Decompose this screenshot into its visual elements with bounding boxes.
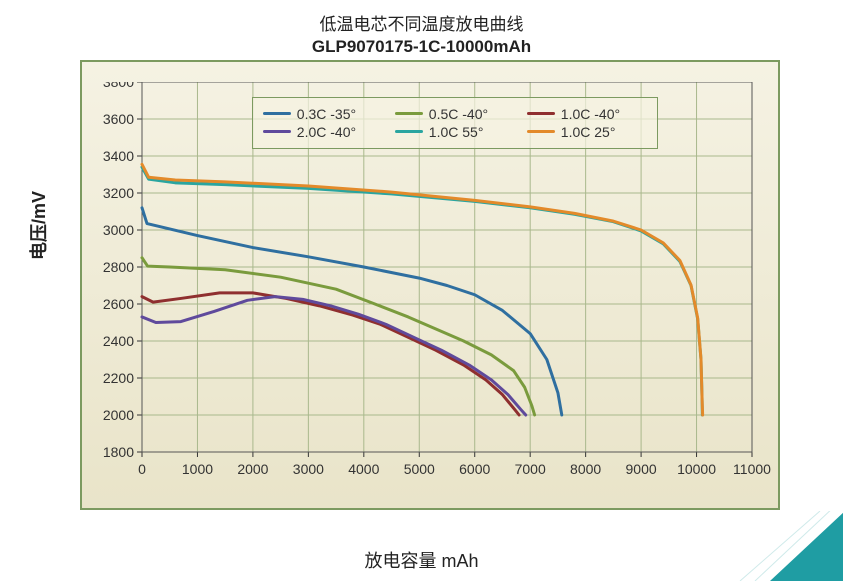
svg-text:11000: 11000 (733, 461, 771, 477)
legend-swatch (263, 112, 291, 115)
chart-subtitle: GLP9070175-1C-10000mAh (0, 37, 843, 57)
legend-swatch (395, 130, 423, 133)
legend-item-s3: 1.0C -40° (527, 106, 647, 122)
svg-text:5000: 5000 (404, 461, 435, 477)
svg-text:0: 0 (138, 461, 146, 477)
svg-text:6000: 6000 (459, 461, 490, 477)
svg-text:2800: 2800 (103, 259, 134, 275)
legend-item-s5: 1.0C 55° (395, 124, 515, 140)
svg-text:8000: 8000 (570, 461, 601, 477)
legend-label: 1.0C -40° (561, 106, 620, 122)
svg-text:3000: 3000 (103, 222, 134, 238)
y-axis-label: 电压/mV (25, 191, 51, 260)
legend-box: 0.3C -35° 0.5C -40° 1.0C -40° 2.0C -40° 1.0C… (252, 97, 658, 149)
chart-container: 低温电芯不同温度放电曲线 GLP9070175-1C-10000mAh 电压/m… (0, 0, 843, 579)
svg-text:2400: 2400 (103, 333, 134, 349)
svg-text:2600: 2600 (103, 296, 134, 312)
corner-accent (725, 511, 843, 581)
svg-text:1000: 1000 (182, 461, 213, 477)
chart-title-cn: 低温电芯不同温度放电曲线 (0, 0, 843, 35)
svg-text:10000: 10000 (677, 461, 716, 477)
series-s2 (142, 258, 535, 415)
svg-text:3000: 3000 (293, 461, 324, 477)
legend-swatch (527, 130, 555, 133)
legend-item-s4: 2.0C -40° (263, 124, 383, 140)
legend-label: 0.3C -35° (297, 106, 356, 122)
chart-frame: 1800 2000 2200 2400 2600 2800 3000 3200 3400 3600… (80, 60, 780, 510)
legend-item-s2: 0.5C -40° (395, 106, 515, 122)
x-axis-label: 放电容量 mAh (0, 547, 843, 573)
svg-text:3600: 3600 (103, 111, 134, 127)
svg-text:7000: 7000 (515, 461, 546, 477)
svg-text:2000: 2000 (237, 461, 268, 477)
svg-text:3400: 3400 (103, 148, 134, 164)
legend-label: 2.0C -40° (297, 124, 356, 140)
legend-item-s1: 0.3C -35° (263, 106, 383, 122)
legend-swatch (263, 130, 291, 133)
svg-text:9000: 9000 (626, 461, 657, 477)
series-s6 (142, 164, 703, 415)
series-s4 (142, 297, 526, 415)
svg-text:2200: 2200 (103, 370, 134, 386)
plot-area: 1800200022002400260028003000320034003600… (142, 82, 752, 452)
svg-text:3200: 3200 (103, 185, 134, 201)
svg-text:4000: 4000 (348, 461, 379, 477)
legend-swatch (527, 112, 555, 115)
legend-item-s6: 1.0C 25° (527, 124, 647, 140)
svg-text:3800: 3800 (103, 82, 134, 90)
legend-label: 1.0C 25° (561, 124, 616, 140)
svg-text:1800: 1800 (103, 444, 134, 460)
legend-label: 0.5C -40° (429, 106, 488, 122)
series-s3 (142, 293, 519, 415)
legend-label: 1.0C 55° (429, 124, 484, 140)
legend-swatch (395, 112, 423, 115)
svg-text:2000: 2000 (103, 407, 134, 423)
